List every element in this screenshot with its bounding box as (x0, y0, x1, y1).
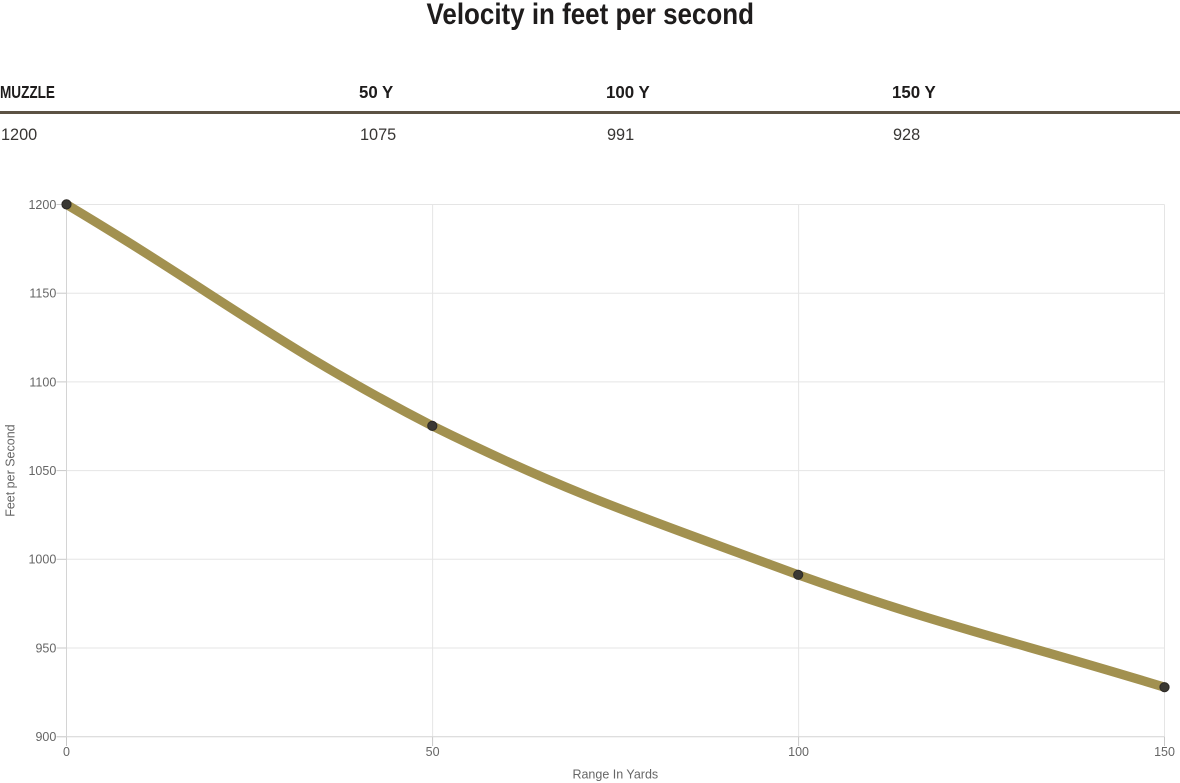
svg-text:1200: 1200 (28, 198, 56, 212)
svg-text:Range In Yards: Range In Yards (572, 767, 658, 781)
svg-text:950: 950 (35, 641, 56, 655)
svg-text:1000: 1000 (28, 553, 56, 567)
svg-text:150: 150 (1154, 745, 1175, 759)
svg-text:50: 50 (426, 745, 440, 759)
svg-text:1100: 1100 (29, 375, 56, 389)
svg-text:1150: 1150 (29, 287, 56, 301)
svg-text:Feet per Second: Feet per Second (4, 424, 18, 516)
svg-text:1050: 1050 (28, 464, 56, 478)
svg-text:900: 900 (35, 730, 56, 744)
svg-text:0: 0 (63, 745, 70, 759)
svg-text:100: 100 (788, 745, 809, 759)
